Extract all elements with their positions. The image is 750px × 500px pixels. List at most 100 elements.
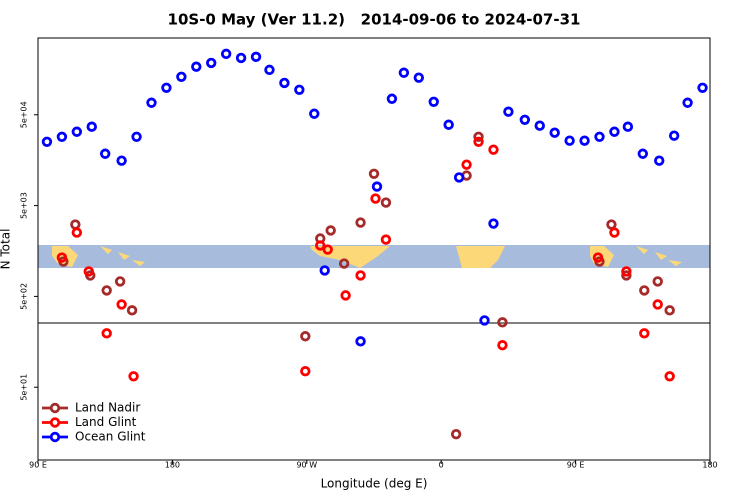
point: [668, 130, 680, 141]
point: [86, 121, 97, 132]
point: [250, 51, 262, 63]
point: [279, 77, 290, 89]
point: [637, 148, 648, 159]
point: [488, 218, 499, 229]
point: [639, 328, 650, 339]
point: [664, 371, 675, 382]
point: [71, 126, 83, 137]
point: [300, 331, 311, 342]
x-tick-label: 180: [702, 461, 717, 470]
map-background: [38, 245, 710, 268]
point: [609, 126, 620, 137]
legend-marker: [49, 431, 61, 443]
point: [41, 136, 53, 147]
point: [488, 144, 499, 155]
point: [116, 299, 127, 310]
plot-frame: [37, 37, 711, 461]
point: [450, 428, 462, 440]
point: [235, 52, 247, 64]
point: [319, 265, 330, 276]
y-tick-label: 5e+01: [20, 374, 29, 401]
point: [56, 252, 68, 263]
point: [99, 148, 111, 159]
point: [461, 159, 472, 170]
point: [413, 72, 424, 83]
point: [473, 136, 484, 147]
point: [453, 172, 465, 183]
point: [370, 193, 381, 204]
point: [534, 120, 545, 131]
x-tick-label: 90 E: [29, 461, 47, 470]
x-axis-title: Longitude (deg E): [321, 477, 428, 491]
point: [497, 317, 508, 328]
point: [128, 371, 139, 382]
point: [621, 270, 632, 281]
legend-marker: [49, 417, 61, 428]
point: [652, 276, 663, 287]
x-tick-label: 90 E: [567, 461, 585, 470]
point: [338, 258, 350, 269]
point: [322, 244, 333, 255]
point: [101, 285, 112, 296]
point: [71, 227, 83, 238]
point: [519, 114, 531, 125]
point: [564, 135, 575, 146]
point: [697, 82, 708, 93]
point: [161, 82, 172, 93]
point: [300, 366, 311, 377]
point: [371, 181, 383, 192]
point: [639, 285, 650, 296]
point: [315, 240, 326, 251]
legend-marker: [49, 402, 61, 414]
point: [146, 97, 157, 108]
point: [609, 227, 620, 238]
point: [622, 121, 634, 132]
point: [682, 97, 693, 108]
point: [654, 155, 665, 166]
point: [380, 197, 392, 208]
point: [579, 135, 590, 146]
point: [264, 64, 275, 76]
point: [355, 217, 366, 228]
point: [473, 131, 484, 142]
point: [664, 305, 675, 316]
point: [594, 131, 605, 142]
x-tick-label: 0: [439, 461, 444, 470]
point: [131, 131, 142, 142]
point: [294, 84, 305, 95]
point: [325, 225, 336, 236]
point: [191, 61, 202, 72]
y-tick-label: 5e+02: [20, 283, 29, 310]
point: [606, 219, 617, 230]
point: [116, 155, 127, 166]
chart-title: 10S-0 May (Ver 11.2) 2014-09-06 to 2024-…: [168, 11, 581, 29]
point: [176, 71, 187, 82]
legend-label: Ocean Glint: [75, 430, 146, 444]
point: [497, 340, 508, 351]
point: [621, 266, 632, 277]
point: [206, 57, 217, 69]
x-tick-label: 180: [165, 461, 180, 470]
point: [592, 252, 604, 263]
point: [126, 305, 138, 316]
point: [479, 315, 490, 326]
point: [101, 328, 112, 339]
point: [652, 299, 663, 310]
y-tick-label: 5e+03: [20, 192, 29, 219]
point: [549, 127, 560, 138]
point: [428, 96, 439, 107]
point: [355, 270, 366, 281]
point: [309, 108, 320, 119]
y-tick-label: 5e+04: [20, 101, 29, 128]
y-axis-title: N Total: [0, 229, 13, 270]
point: [70, 219, 81, 230]
point: [220, 48, 232, 60]
point: [380, 234, 392, 245]
legend-label: Land Glint: [75, 415, 137, 429]
point: [398, 67, 410, 78]
point: [386, 93, 398, 104]
point: [83, 266, 94, 277]
point: [443, 119, 454, 130]
legend-label: Land Nadir: [75, 401, 140, 415]
